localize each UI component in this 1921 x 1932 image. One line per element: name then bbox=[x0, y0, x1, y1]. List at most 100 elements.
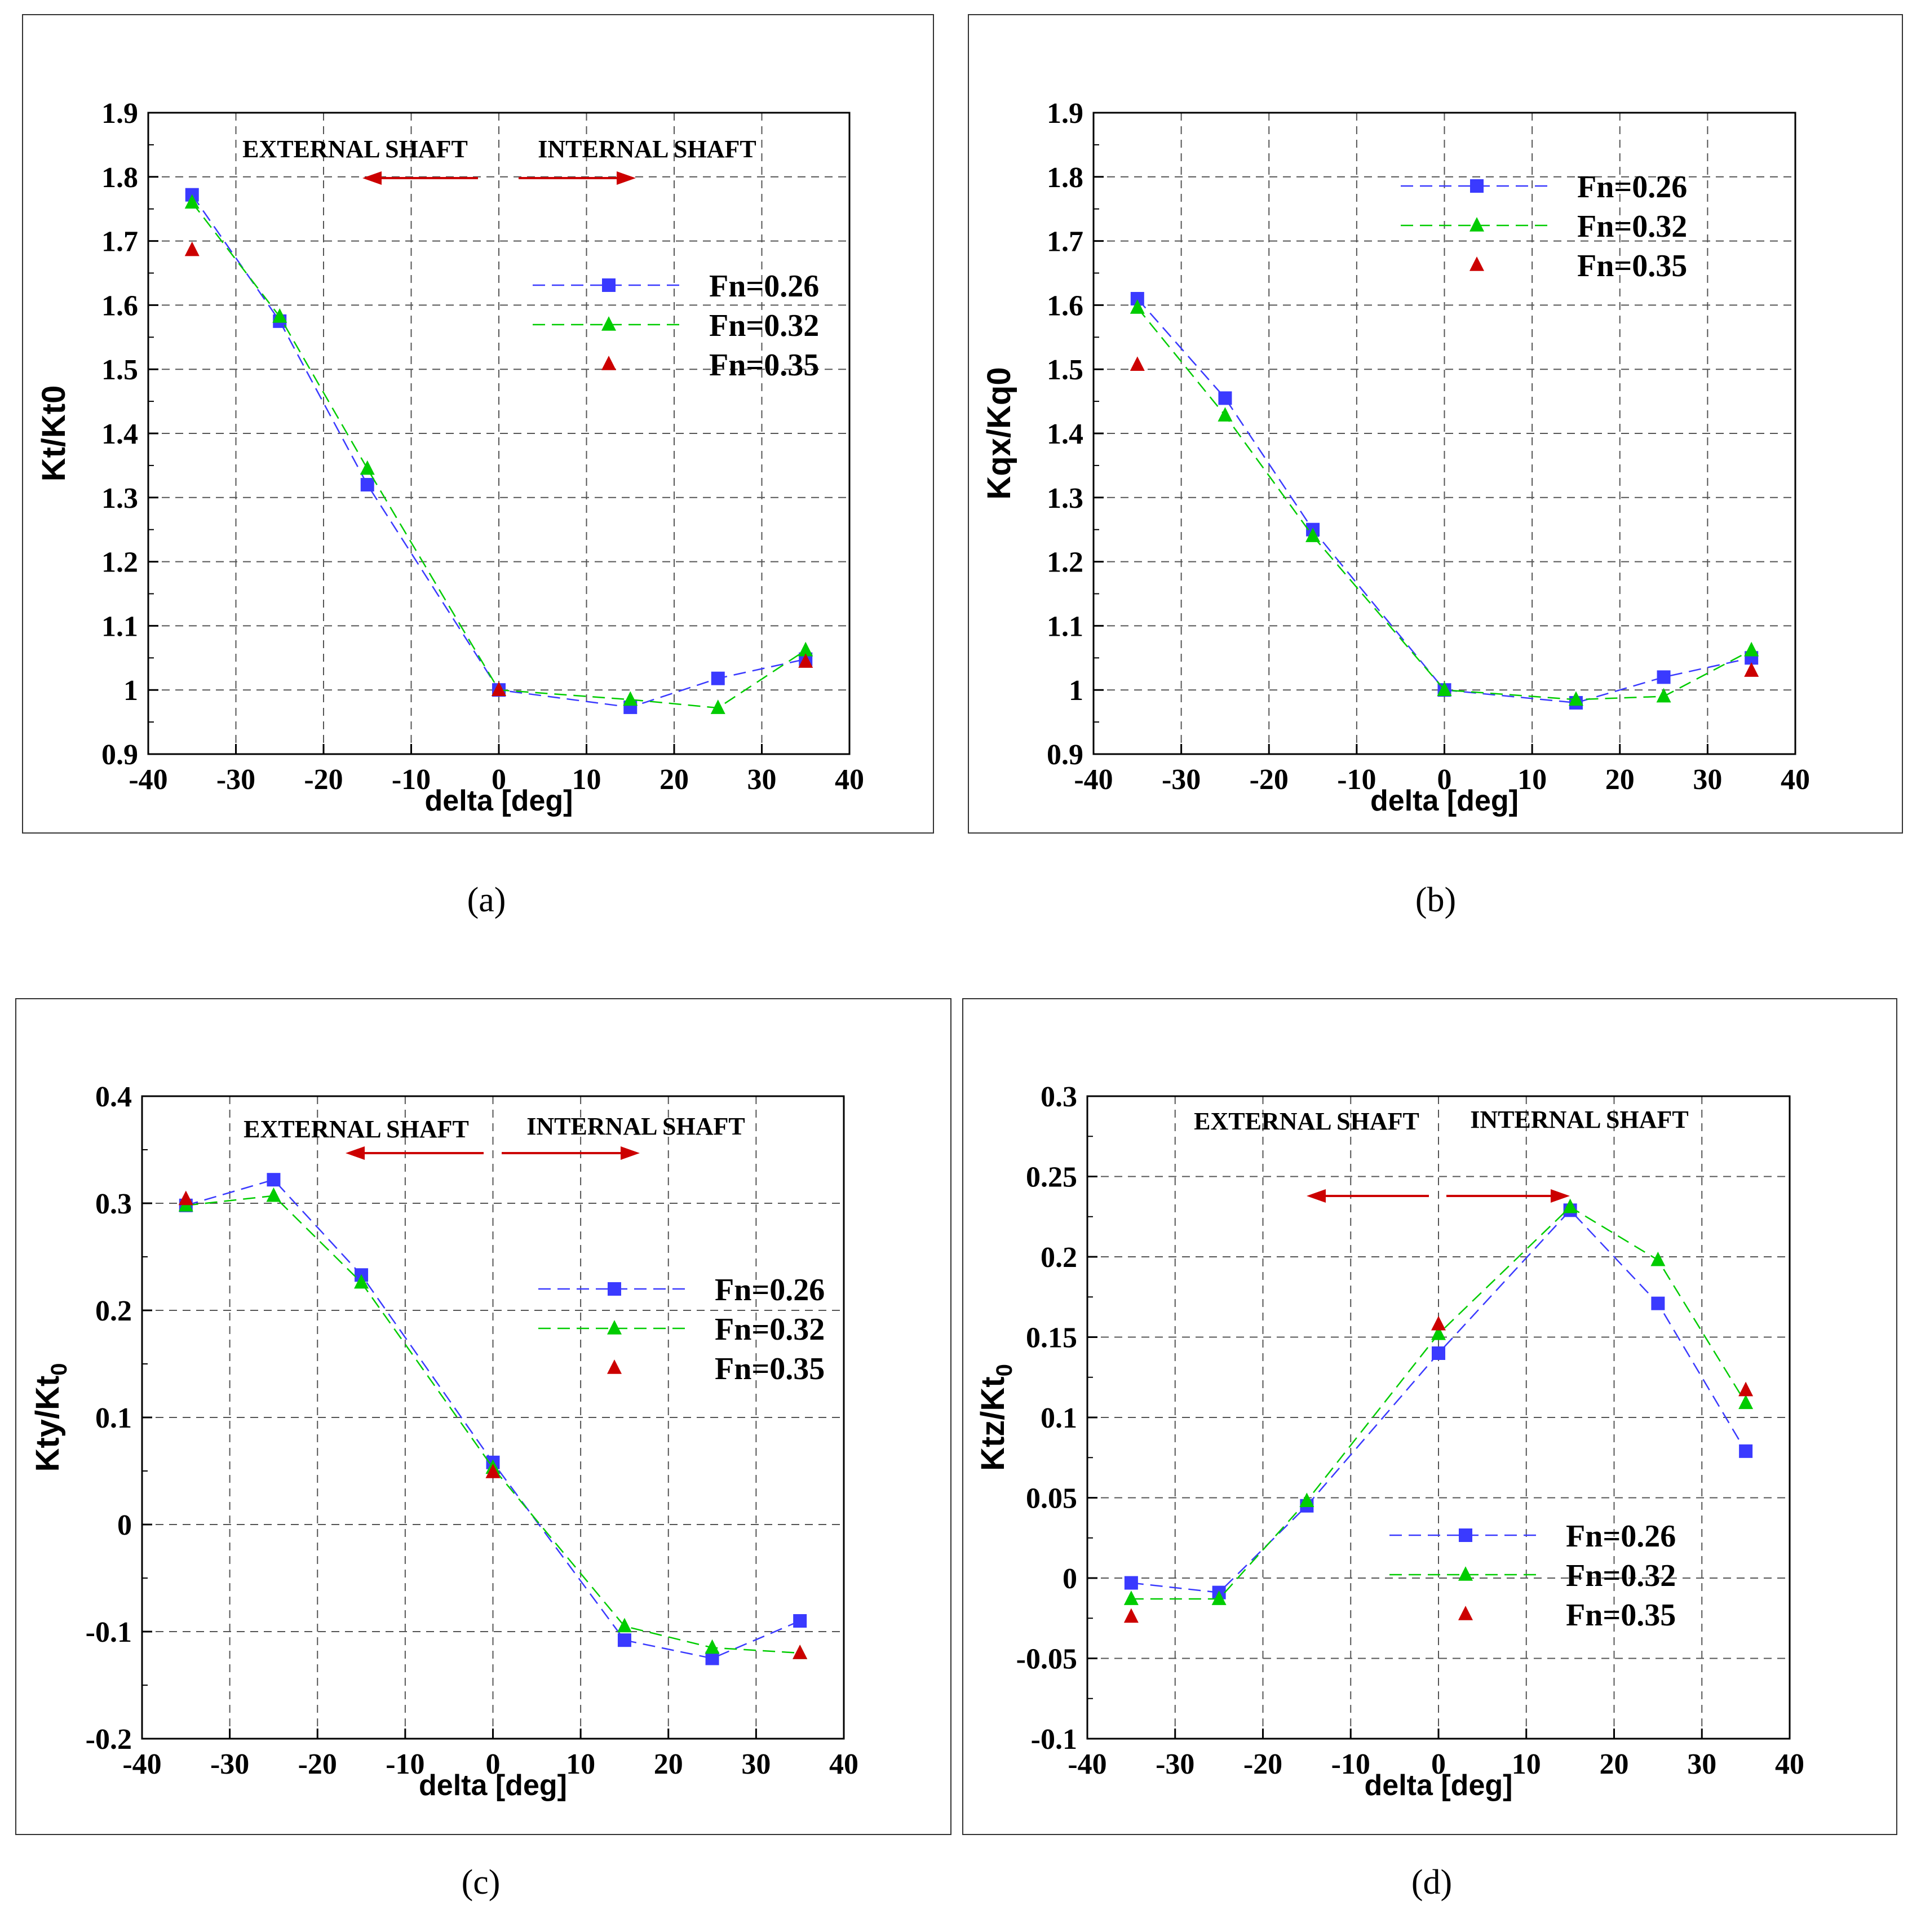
data-point-a-1-0 bbox=[184, 194, 200, 209]
y-tick-label-a-9: 1.8 bbox=[101, 162, 138, 194]
series-d-2 bbox=[1123, 1315, 1754, 1623]
x-tick-label-b-1: -30 bbox=[1162, 764, 1201, 796]
series-b-1 bbox=[1130, 299, 1759, 706]
data-point-c-0-4 bbox=[617, 1633, 631, 1647]
data-point-a-2-0 bbox=[184, 241, 200, 256]
legend-marker-a-2 bbox=[601, 356, 616, 370]
y-axis-title-text-c: Kty/Kt bbox=[29, 1376, 66, 1472]
data-point-c-0-1 bbox=[267, 1173, 281, 1187]
data-point-d-1-5 bbox=[1650, 1251, 1666, 1266]
y-tick-label-c-5: 0.3 bbox=[95, 1188, 132, 1220]
x-tick-label-a-6: 20 bbox=[659, 764, 689, 796]
data-point-c-2-0 bbox=[178, 1190, 193, 1206]
data-point-c-2-2 bbox=[793, 1645, 808, 1659]
data-point-b-1-4 bbox=[1568, 691, 1583, 706]
y-tick-label-b-0: 0.9 bbox=[1047, 739, 1083, 771]
y-tick-label-c-6: 0.4 bbox=[95, 1081, 132, 1113]
legend-label-c-2: Fn=0.35 bbox=[715, 1351, 825, 1386]
x-tick-label-a-5: 10 bbox=[572, 764, 601, 796]
y-axis-title-d: Ktz/Kt0 bbox=[975, 1364, 1017, 1471]
x-tick-label-d-5: 10 bbox=[1512, 1748, 1541, 1780]
data-point-a-1-2 bbox=[360, 460, 375, 475]
data-point-c-2-1 bbox=[485, 1464, 501, 1478]
data-point-d-1-0 bbox=[1123, 1590, 1139, 1605]
y-axis-title-subscript-c: 0 bbox=[47, 1363, 72, 1375]
data-point-a-0-2 bbox=[360, 478, 374, 492]
y-axis-title-a: Kt/Kt0 bbox=[36, 385, 72, 482]
y-tick-label-a-6: 1.5 bbox=[101, 354, 138, 386]
legend-marker-b-0 bbox=[1470, 179, 1484, 193]
arrow-head-external-a bbox=[362, 171, 382, 185]
x-tick-label-b-8: 40 bbox=[1781, 764, 1810, 796]
y-tick-label-a-0: 0.9 bbox=[101, 739, 138, 771]
data-point-a-2-2 bbox=[798, 653, 813, 668]
data-point-b-0-5 bbox=[1657, 670, 1671, 684]
x-tick-label-b-7: 30 bbox=[1693, 764, 1722, 796]
x-tick-label-c-4: 0 bbox=[486, 1748, 501, 1780]
y-tick-label-d-2: 0 bbox=[1063, 1563, 1077, 1595]
series-c-2 bbox=[178, 1190, 808, 1659]
y-tick-label-a-8: 1.7 bbox=[101, 226, 138, 258]
y-tick-label-d-6: 0.2 bbox=[1041, 1242, 1077, 1274]
annotation-internal-a: INTERNAL SHAFT bbox=[538, 135, 756, 163]
data-point-b-1-1 bbox=[1218, 407, 1233, 422]
data-point-d-2-1 bbox=[1431, 1315, 1446, 1331]
x-tick-label-c-5: 10 bbox=[566, 1748, 595, 1780]
y-tick-label-a-1: 1 bbox=[123, 675, 138, 707]
legend-label-a-1: Fn=0.32 bbox=[709, 308, 819, 343]
caption-c: (c) bbox=[461, 1863, 501, 1902]
x-tick-label-c-2: -20 bbox=[298, 1748, 337, 1780]
x-tick-label-d-7: 30 bbox=[1687, 1748, 1716, 1780]
y-axis-title-b: Kqx/Kq0 bbox=[981, 367, 1017, 499]
caption-d: (d) bbox=[1411, 1863, 1453, 1902]
data-point-a-1-5 bbox=[710, 699, 725, 714]
legend-label-b-2: Fn=0.35 bbox=[1577, 249, 1687, 283]
x-tick-label-c-0: -40 bbox=[122, 1748, 161, 1780]
y-tick-label-d-5: 0.15 bbox=[1026, 1322, 1077, 1354]
data-point-a-1-1 bbox=[272, 308, 287, 323]
chart-a: -40 -30 -20 -10 0 10 20 30 40 0.9 1 1.1 1.2 1.3 1.4 1.5… bbox=[22, 14, 934, 834]
x-tick-label-c-1: -30 bbox=[210, 1748, 249, 1780]
legend-label-d-2: Fn=0.35 bbox=[1566, 1598, 1676, 1633]
data-point-c-1-4 bbox=[617, 1618, 632, 1633]
y-tick-label-a-5: 1.4 bbox=[101, 418, 138, 450]
legend-c: Fn=0.26 Fn=0.32 Fn=0.35 bbox=[538, 1273, 825, 1386]
y-tick-label-d-4: 0.1 bbox=[1041, 1402, 1077, 1434]
y-axis-title-text-a: Kt/Kt0 bbox=[36, 385, 72, 482]
y-tick-label-d-7: 0.25 bbox=[1026, 1162, 1077, 1194]
data-point-d-1-2 bbox=[1299, 1492, 1314, 1507]
y-tick-label-d-3: 0.05 bbox=[1026, 1483, 1077, 1515]
chart-c-frame bbox=[15, 998, 951, 1835]
annotation-internal-c: INTERNAL SHAFT bbox=[526, 1113, 745, 1140]
annotations-d: EXTERNAL SHAFT INTERNAL SHAFT bbox=[1194, 1106, 1689, 1203]
legend-label-c-1: Fn=0.32 bbox=[715, 1312, 825, 1347]
y-tick-label-b-4: 1.3 bbox=[1047, 482, 1083, 515]
chart-a-frame bbox=[22, 14, 934, 834]
data-point-a-2-1 bbox=[492, 681, 506, 696]
data-point-a-1-4 bbox=[623, 691, 638, 706]
y-tick-label-c-4: 0.2 bbox=[95, 1295, 132, 1327]
x-tick-label-a-8: 40 bbox=[835, 764, 864, 796]
x-tick-label-a-0: -40 bbox=[129, 764, 167, 796]
annotations-a: EXTERNAL SHAFT INTERNAL SHAFT bbox=[242, 135, 756, 185]
data-point-b-0-1 bbox=[1218, 391, 1232, 405]
x-tick-label-c-3: -10 bbox=[386, 1748, 424, 1780]
series-b-2 bbox=[1130, 356, 1759, 677]
legend-marker-d-1 bbox=[1458, 1566, 1473, 1581]
data-point-b-1-0 bbox=[1130, 299, 1145, 314]
chart-b-grid bbox=[1094, 113, 1795, 754]
legend-marker-b-1 bbox=[1469, 217, 1484, 232]
legend-marker-d-0 bbox=[1459, 1528, 1472, 1542]
chart-d: -40 -30 -20 -10 0 10 20 30 40 -0.1 -0.05 0 0.05 0.1 0.… bbox=[962, 998, 1897, 1835]
x-tick-label-d-6: 20 bbox=[1600, 1748, 1629, 1780]
x-tick-label-d-0: -40 bbox=[1068, 1748, 1106, 1780]
y-tick-label-d-0: -0.1 bbox=[1031, 1723, 1077, 1756]
y-tick-label-c-0: -0.2 bbox=[86, 1723, 132, 1756]
data-point-b-1-6 bbox=[1744, 641, 1759, 657]
legend-label-d-1: Fn=0.32 bbox=[1566, 1558, 1676, 1593]
annotation-internal-d: INTERNAL SHAFT bbox=[1470, 1106, 1689, 1133]
data-point-d-1-3 bbox=[1431, 1325, 1446, 1340]
data-point-d-1-6 bbox=[1738, 1394, 1754, 1410]
data-point-d-0-0 bbox=[1124, 1576, 1138, 1590]
